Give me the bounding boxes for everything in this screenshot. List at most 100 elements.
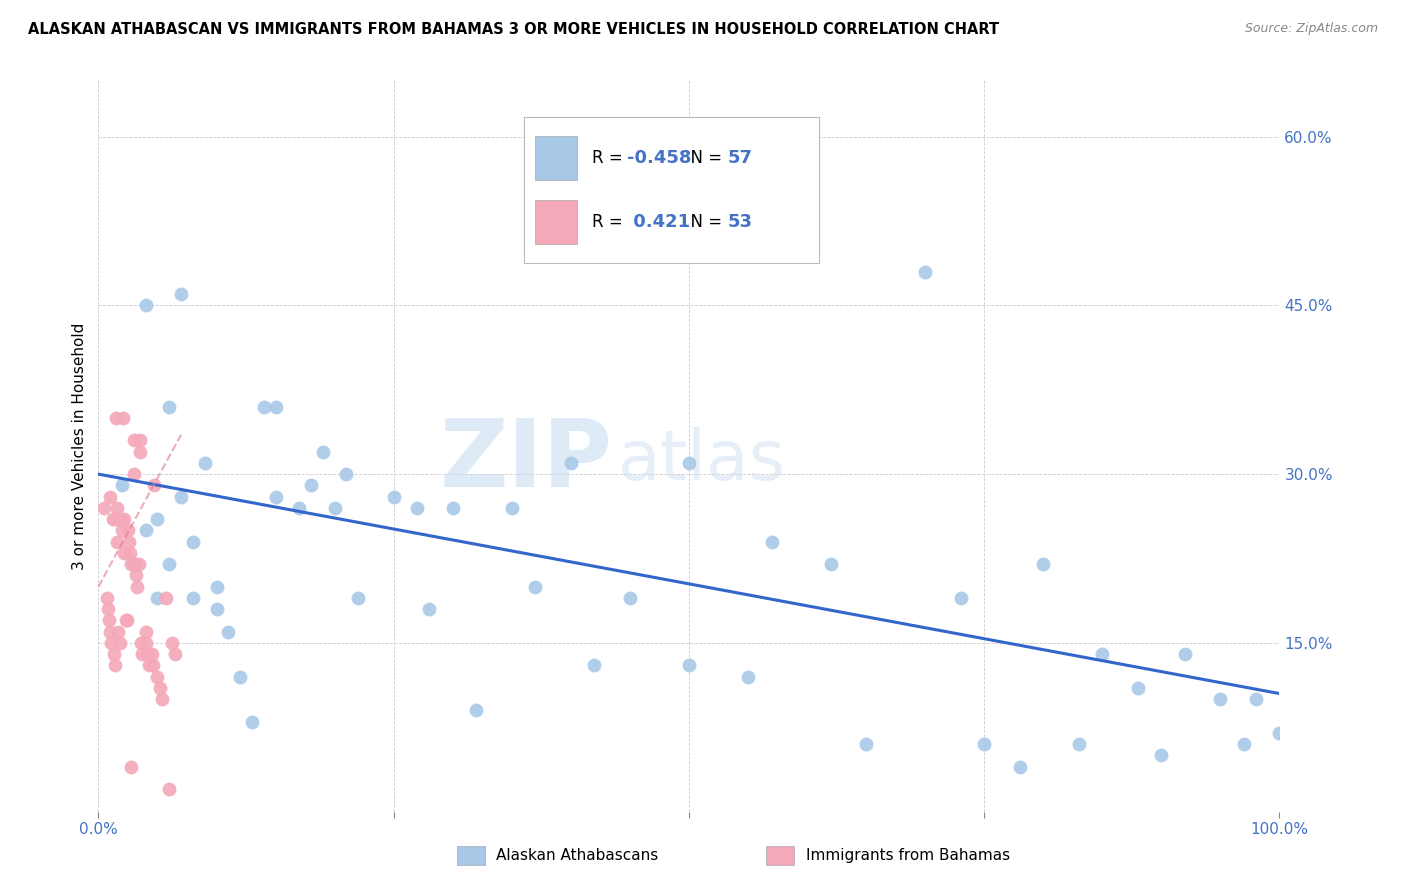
Text: N =: N = [681,149,727,167]
Point [105,500,128,515]
Point [1032,557,1054,571]
Point [121,557,143,571]
Point [619,591,641,605]
Point [98,624,121,639]
Point [157,400,180,414]
Point [104,658,127,673]
Point [105,512,128,526]
Point [118,534,141,549]
Point [115,614,138,628]
Point [141,647,163,661]
Point [131,647,153,661]
Point [160,636,183,650]
Point [170,490,193,504]
Text: N =: N = [681,213,727,231]
Point [1268,726,1291,740]
Point [157,782,180,797]
Point [112,410,135,425]
Point [125,568,148,582]
Point [105,534,128,549]
Point [1126,681,1149,695]
Point [678,456,700,470]
Point [150,692,173,706]
Point [146,512,169,526]
Point [205,602,228,616]
Point [1209,692,1232,706]
Point [1244,692,1267,706]
Point [101,512,124,526]
Point [122,434,145,448]
Point [142,478,165,492]
Point [136,647,159,661]
Point [100,636,122,650]
Point [761,534,783,549]
Point [135,624,157,639]
Point [264,490,287,504]
Point [149,681,172,695]
Point [820,557,842,571]
Point [105,410,128,425]
Point [1150,748,1173,763]
Text: Immigrants from Bahamas: Immigrants from Bahamas [806,848,1010,863]
Text: R =: R = [592,213,627,231]
Point [1008,760,1031,774]
Point [121,760,143,774]
Point [96,591,118,605]
Point [107,624,129,639]
Point [465,703,488,717]
Point [1233,737,1256,751]
Text: 53: 53 [727,213,752,231]
Point [128,444,150,458]
Point [441,500,464,515]
Text: ALASKAN ATHABASCAN VS IMMIGRANTS FROM BAHAMAS 3 OR MORE VEHICLES IN HOUSEHOLD CO: ALASKAN ATHABASCAN VS IMMIGRANTS FROM BA… [28,22,1000,37]
Point [560,456,582,470]
Point [501,500,523,515]
Text: atlas: atlas [619,427,786,494]
Point [288,500,311,515]
Point [128,434,150,448]
Point [181,591,204,605]
Point [264,400,287,414]
Point [97,602,120,616]
Point [112,546,135,560]
Point [98,614,121,628]
Point [170,287,193,301]
Point [93,500,115,515]
Point [128,557,150,571]
Point [312,444,335,458]
Point [347,591,370,605]
Point [737,670,759,684]
Point [129,636,152,650]
Y-axis label: 3 or more Vehicles in Household: 3 or more Vehicles in Household [72,322,87,570]
Point [108,636,131,650]
Point [135,524,157,538]
Point [142,658,165,673]
Point [127,580,149,594]
Point [524,580,547,594]
Point [112,512,135,526]
Point [406,500,429,515]
Point [583,658,606,673]
Point [205,580,228,594]
Point [914,264,936,278]
Text: 57: 57 [727,149,752,167]
Point [135,636,157,650]
Point [299,478,322,492]
Point [194,456,217,470]
Point [146,670,169,684]
Point [678,658,700,673]
Point [217,624,239,639]
Point [323,500,346,515]
Point [973,737,995,751]
Point [98,490,121,504]
Point [146,591,169,605]
Point [157,557,180,571]
Point [111,478,134,492]
Point [103,647,125,661]
Point [949,591,972,605]
Text: R =: R = [592,149,627,167]
Point [135,298,157,312]
Point [382,490,405,504]
Point [229,670,252,684]
Text: -0.458: -0.458 [627,149,692,167]
